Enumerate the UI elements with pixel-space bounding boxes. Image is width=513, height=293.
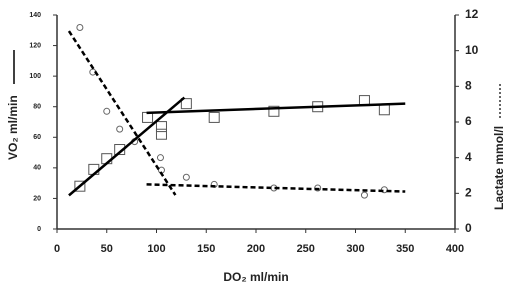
x-tick-label: 300 (346, 243, 364, 255)
y-tick-label: 60 (33, 134, 41, 141)
fit-line (146, 102, 406, 115)
y2-tick-label: 0 (465, 221, 472, 235)
square-point (74, 180, 86, 192)
x-tick-label: 0 (54, 243, 60, 255)
fit-line (146, 183, 406, 193)
x-tick-label: 100 (147, 243, 165, 255)
y-tick-label: 120 (29, 42, 41, 49)
y2-tick-label: 8 (465, 79, 472, 93)
fit-line (67, 30, 177, 196)
y2-tick-label: 6 (465, 114, 472, 128)
y2-tick-label: 4 (465, 150, 472, 164)
circle-point (182, 173, 190, 181)
x-tick-label: 50 (101, 243, 113, 255)
x-tick-label: 150 (197, 243, 215, 255)
circle-point (360, 191, 368, 199)
y-axis-title: VO₂ ml/min (6, 95, 20, 160)
y-axis-title-group: VO₂ ml/min (6, 50, 20, 160)
x-axis-title: DO₂ ml/min (223, 270, 288, 284)
square-point (155, 121, 167, 133)
x-tick-label: 350 (396, 243, 414, 255)
y2-axis-title: Lactate mmol/l (492, 126, 506, 210)
x-tick-label: 200 (247, 243, 265, 255)
circle-point (156, 154, 164, 162)
x-tick-label: 250 (297, 243, 315, 255)
y-tick-label: 0 (37, 226, 41, 233)
circle-point (103, 107, 111, 115)
y2-tick-label: 10 (465, 43, 479, 57)
y-tick-label: 20 (33, 195, 41, 202)
square-point (155, 128, 167, 140)
square-point (208, 111, 220, 123)
y2-tick-label: 12 (465, 7, 479, 21)
y-tick-label: 40 (33, 165, 41, 172)
y-tick-label: 140 (29, 12, 41, 19)
y-tick-label: 100 (29, 73, 41, 80)
y2-tick-label: 2 (465, 186, 472, 200)
square-point (378, 104, 390, 116)
circle-point (76, 23, 84, 31)
x-tick-label: 400 (446, 243, 464, 255)
square-point (180, 98, 192, 110)
y2-axis-title-group: Lactate mmol/l (492, 82, 506, 210)
fit-line (68, 96, 186, 197)
circle-point (116, 125, 124, 133)
square-point (268, 105, 280, 117)
y-tick-label: 80 (33, 104, 41, 111)
